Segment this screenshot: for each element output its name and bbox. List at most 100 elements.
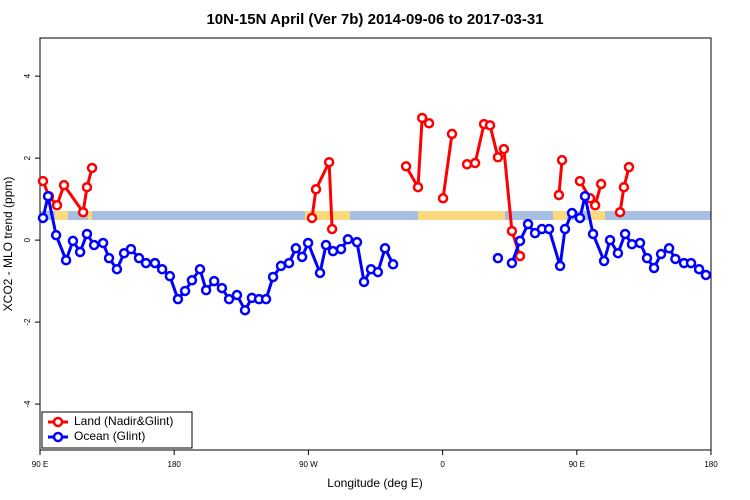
legend-label: Land (Nadir&Glint) — [74, 414, 173, 428]
y-tick-label: 0 — [23, 237, 32, 242]
data-point — [498, 143, 510, 155]
land-band — [589, 210, 605, 221]
data-point — [423, 118, 435, 129]
data-point — [37, 175, 49, 187]
data-point — [556, 154, 568, 166]
data-point — [634, 237, 646, 249]
data-point — [260, 293, 272, 305]
data-point — [77, 206, 89, 218]
series-line — [41, 116, 631, 257]
data-point — [618, 181, 630, 193]
data-point — [641, 252, 653, 264]
data-point — [492, 252, 504, 264]
data-point — [416, 112, 428, 124]
data-point — [595, 178, 607, 190]
data-point — [387, 259, 399, 270]
x-tick-label: 0 — [440, 460, 445, 469]
data-point — [149, 257, 161, 269]
data-point — [335, 243, 347, 255]
plot-frame — [39, 37, 712, 451]
data-point — [97, 237, 109, 249]
data-point — [342, 234, 354, 245]
data-point — [379, 243, 391, 254]
data-point — [125, 243, 137, 255]
data-point — [306, 212, 318, 224]
data-point — [283, 257, 295, 269]
data-point — [506, 257, 518, 269]
data-point — [296, 251, 308, 263]
data-point — [506, 225, 518, 237]
ocean-band — [40, 210, 711, 221]
data-point — [133, 252, 145, 264]
data-point — [626, 238, 638, 250]
data-point — [81, 181, 93, 193]
data-point — [670, 253, 681, 265]
data-point — [579, 190, 591, 202]
y-tick-label: -4 — [23, 400, 32, 408]
data-point — [514, 250, 526, 262]
data-point — [554, 260, 566, 272]
legend-label: Ocean (Glint) — [74, 429, 145, 443]
y-tick-label: 2 — [23, 155, 32, 160]
x-tick-label: 180 — [168, 460, 182, 469]
data-point — [700, 269, 712, 281]
data-point — [553, 189, 565, 201]
data-point — [194, 263, 206, 275]
data-point — [484, 120, 496, 131]
data-point — [522, 218, 534, 230]
data-point — [156, 263, 168, 275]
data-point — [663, 243, 675, 254]
data-point — [400, 161, 412, 172]
data-point — [446, 128, 458, 140]
legend-marker — [52, 416, 64, 428]
data-point — [60, 254, 72, 266]
x-tick-label: 90 E — [569, 460, 585, 469]
y-tick-label: -2 — [23, 318, 32, 326]
data-point — [543, 223, 555, 235]
x-tick-label: 180 — [704, 460, 718, 469]
legend: Land (Nadir&Glint)Ocean (Glint) — [41, 411, 193, 449]
data-point — [74, 246, 86, 258]
data-point — [50, 229, 62, 241]
data-point — [559, 223, 571, 235]
data-point — [574, 175, 586, 187]
data-point — [267, 271, 279, 283]
data-point — [623, 161, 635, 173]
data-point — [412, 181, 424, 193]
data-point — [612, 247, 624, 259]
data-point — [310, 184, 322, 195]
data-point — [314, 267, 326, 279]
data-point — [86, 162, 98, 174]
data-point — [231, 289, 243, 301]
data-point — [327, 245, 339, 257]
data-point — [223, 293, 235, 305]
data-point — [164, 270, 176, 282]
data-point — [604, 234, 616, 246]
data-point — [492, 152, 504, 163]
land-band — [88, 210, 93, 221]
data-point — [469, 157, 481, 169]
x-axis-label: Longitude (deg E) — [327, 476, 422, 490]
data-point — [302, 237, 314, 249]
data-point — [186, 275, 198, 286]
data-point — [372, 266, 384, 278]
data-point — [239, 304, 251, 316]
data-point — [51, 200, 63, 211]
x-tick-label: 90 E — [32, 460, 48, 469]
data-point — [514, 235, 526, 247]
data-point — [323, 156, 335, 168]
chart-title: 10N-15N April (Ver 7b) 2014-09-06 to 201… — [206, 11, 543, 28]
land-band — [55, 210, 69, 221]
data-point — [461, 159, 473, 170]
data-point — [320, 239, 332, 251]
data-point — [685, 257, 697, 269]
data-point — [648, 262, 660, 274]
data-point — [574, 212, 586, 224]
data-point — [42, 190, 54, 202]
data-point — [619, 228, 631, 240]
land-band — [417, 210, 505, 221]
data-point — [140, 257, 152, 269]
data-point — [275, 260, 287, 272]
